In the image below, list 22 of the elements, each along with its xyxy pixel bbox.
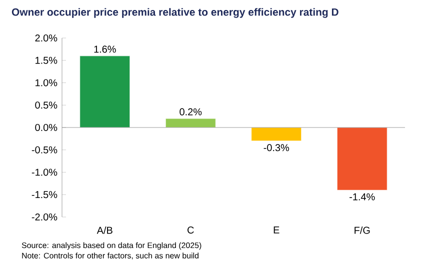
- bar: [336, 127, 388, 190]
- y-tick-label: -0.5%: [32, 146, 58, 154]
- chart-title: Owner occupier price premia relative to energy efficiency rating D: [12, 8, 338, 18]
- data-label: 1.6%: [94, 46, 116, 53]
- y-tick-label: 0.5%: [35, 102, 58, 109]
- data-label: 0.2%: [180, 108, 202, 116]
- bar: [165, 118, 216, 128]
- x-tick-label: A/B: [96, 226, 112, 234]
- y-tick-label: 1.0%: [36, 79, 58, 86]
- x-tick-label: F/G: [354, 226, 370, 234]
- data-label: -0.3%: [264, 144, 290, 152]
- x-tick-label: E: [274, 226, 280, 234]
- y-tick-label: -1.5%: [32, 191, 58, 198]
- bar: [251, 127, 302, 142]
- x-tick-label: C: [188, 226, 194, 234]
- data-label: -1.4%: [350, 193, 375, 200]
- bar: [80, 56, 130, 128]
- y-tick-label: 1.5%: [36, 56, 58, 64]
- y-tick-label: -2.0%: [32, 213, 58, 221]
- y-tick-label: -1.0%: [32, 168, 58, 176]
- y-tick-label: 0.0%: [35, 124, 58, 132]
- y-tick-label: 2.0%: [35, 34, 58, 42]
